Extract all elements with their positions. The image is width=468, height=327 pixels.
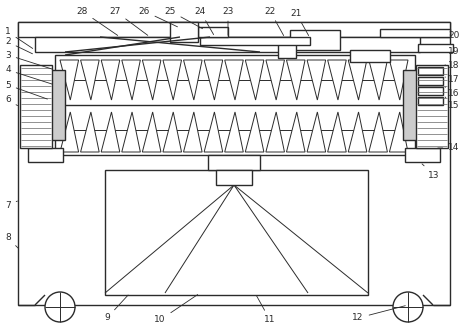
Text: 9: 9: [104, 295, 128, 322]
Polygon shape: [183, 60, 202, 100]
Circle shape: [393, 292, 423, 322]
Polygon shape: [245, 60, 264, 100]
Polygon shape: [328, 60, 346, 100]
Polygon shape: [163, 112, 182, 152]
Polygon shape: [348, 60, 367, 100]
Polygon shape: [286, 60, 305, 100]
Polygon shape: [225, 112, 243, 152]
Text: 18: 18: [445, 60, 460, 70]
Bar: [35, 37, 420, 52]
Text: 24: 24: [194, 7, 213, 35]
Polygon shape: [101, 60, 120, 100]
Polygon shape: [266, 60, 285, 100]
Text: 16: 16: [445, 87, 460, 97]
Bar: [418, 44, 453, 52]
Polygon shape: [122, 112, 140, 152]
Bar: [418, 77, 443, 85]
Bar: [380, 29, 450, 37]
Polygon shape: [369, 112, 388, 152]
Polygon shape: [245, 112, 264, 152]
Text: 15: 15: [445, 97, 460, 110]
Text: 25: 25: [164, 7, 203, 29]
Bar: [418, 97, 443, 105]
Text: 8: 8: [5, 233, 18, 248]
Text: 1: 1: [5, 27, 33, 48]
Polygon shape: [183, 112, 202, 152]
Text: 12: 12: [352, 306, 405, 322]
Bar: [418, 87, 443, 95]
Text: 28: 28: [76, 7, 118, 35]
Bar: [403, 70, 418, 140]
Bar: [350, 50, 390, 62]
Polygon shape: [80, 60, 99, 100]
Bar: [418, 67, 443, 75]
Bar: [18, 22, 450, 37]
Bar: [198, 27, 228, 37]
Text: 17: 17: [445, 76, 460, 84]
Text: 26: 26: [139, 7, 177, 27]
Bar: [278, 38, 296, 58]
Text: 4: 4: [5, 65, 52, 84]
Text: 27: 27: [110, 7, 148, 35]
Polygon shape: [307, 112, 326, 152]
Text: 20: 20: [448, 30, 460, 40]
Bar: [55, 55, 415, 155]
Bar: [208, 155, 260, 170]
Bar: [170, 22, 198, 42]
Text: 10: 10: [154, 295, 197, 324]
Polygon shape: [369, 60, 388, 100]
Bar: [18, 22, 450, 305]
Polygon shape: [389, 60, 408, 100]
Polygon shape: [225, 60, 243, 100]
Polygon shape: [204, 60, 223, 100]
Polygon shape: [286, 112, 305, 152]
Polygon shape: [142, 60, 161, 100]
Text: 7: 7: [5, 200, 17, 210]
Text: 21: 21: [290, 9, 308, 36]
Circle shape: [45, 292, 75, 322]
Text: 11: 11: [256, 295, 276, 324]
Polygon shape: [389, 112, 408, 152]
Bar: [105, 170, 368, 295]
Text: 3: 3: [5, 50, 52, 69]
Polygon shape: [307, 60, 326, 100]
Text: 19: 19: [448, 47, 460, 57]
Polygon shape: [122, 60, 140, 100]
Text: 23: 23: [222, 7, 234, 35]
Polygon shape: [101, 112, 120, 152]
Polygon shape: [163, 60, 182, 100]
Polygon shape: [204, 112, 223, 152]
Bar: [216, 170, 252, 185]
Text: 5: 5: [5, 80, 47, 99]
Bar: [28, 148, 63, 162]
Text: 6: 6: [5, 95, 18, 106]
Bar: [50, 70, 65, 140]
Text: 22: 22: [264, 7, 284, 36]
Bar: [405, 148, 440, 162]
Bar: [20, 65, 52, 148]
Polygon shape: [142, 112, 161, 152]
Bar: [416, 65, 448, 148]
Polygon shape: [80, 112, 99, 152]
Text: 14: 14: [438, 144, 460, 152]
Polygon shape: [60, 60, 79, 100]
Bar: [290, 30, 340, 50]
Polygon shape: [266, 112, 285, 152]
Bar: [200, 37, 310, 45]
Polygon shape: [328, 112, 346, 152]
Polygon shape: [60, 112, 79, 152]
Text: 2: 2: [5, 38, 32, 54]
Polygon shape: [348, 112, 367, 152]
Text: 13: 13: [422, 164, 440, 180]
